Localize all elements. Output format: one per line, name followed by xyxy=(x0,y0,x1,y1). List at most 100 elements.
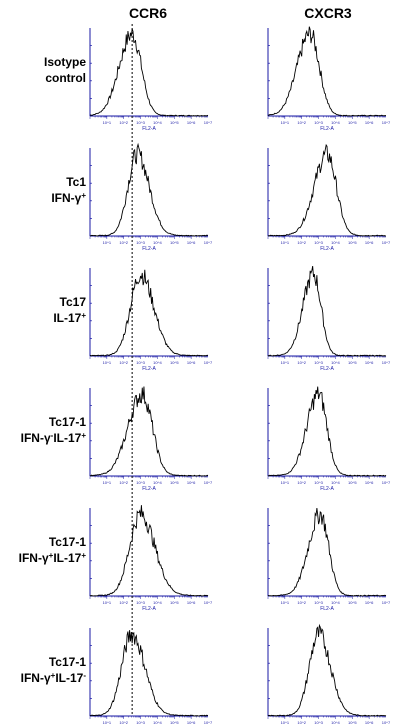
row-label-line1: Isotype xyxy=(44,55,86,69)
row-label-marker: IL-17 xyxy=(53,551,81,565)
histogram-curve xyxy=(267,26,387,117)
row-label-superscript: + xyxy=(81,311,86,320)
x-tick-label: 10^2 xyxy=(297,360,306,365)
x-tick-label: 10^6 xyxy=(365,600,374,605)
x-tick-label: 10^6 xyxy=(187,720,196,725)
histogram-curve xyxy=(89,630,209,717)
x-tick-label: 10^1 xyxy=(103,480,112,485)
histogram-curve xyxy=(267,386,387,477)
x-tick-label: 10^3 xyxy=(314,240,323,245)
histogram-curve xyxy=(267,508,387,597)
x-tick-label: 10^4 xyxy=(331,600,340,605)
x-tick-label: 10^7 xyxy=(204,120,213,125)
row-label-marker: IFN-γ xyxy=(21,431,51,445)
x-axis-label: FL2-A xyxy=(320,126,334,132)
histogram-curve xyxy=(267,143,387,237)
x-tick-label: 10^5 xyxy=(348,600,357,605)
x-tick-label: 10^2 xyxy=(119,120,128,125)
x-axis-label: FL2-A xyxy=(142,126,156,132)
x-tick-label: 10^1 xyxy=(103,360,112,365)
x-tick-label: 10^5 xyxy=(170,720,179,725)
column-title-cxcr3: CXCR3 xyxy=(304,5,352,21)
x-tick-label: 10^3 xyxy=(136,600,145,605)
x-tick-label: 10^4 xyxy=(153,360,162,365)
x-tick-label: 10^4 xyxy=(331,720,340,725)
row-label: Tc1 IFN-γ+ xyxy=(51,175,86,205)
x-tick-label: 10^1 xyxy=(281,480,290,485)
x-tick-label: 10^2 xyxy=(297,480,306,485)
x-tick-label: 10^2 xyxy=(119,480,128,485)
x-tick-label: 10^4 xyxy=(331,480,340,485)
x-tick-label: 10^3 xyxy=(136,480,145,485)
row-label-superscript: + xyxy=(81,191,86,200)
row-label-line2: IFN-γ+ xyxy=(51,191,86,206)
row-label-superscript: + xyxy=(81,551,86,560)
x-tick-label: 10^4 xyxy=(153,480,162,485)
x-axis-label: FL2-A xyxy=(320,606,334,612)
x-tick-label: 10^7 xyxy=(204,720,213,725)
x-tick-label: 10^4 xyxy=(153,600,162,605)
row-label-line2: IFN-γ+IL-17+ xyxy=(19,551,87,566)
x-tick-label: 10^7 xyxy=(204,360,213,365)
x-tick-label: 10^2 xyxy=(297,240,306,245)
x-tick-label: 10^2 xyxy=(119,720,128,725)
x-axis-label: FL2-A xyxy=(142,366,156,372)
x-tick-label: 10^5 xyxy=(170,360,179,365)
row-label: Tc17 IL-17+ xyxy=(53,295,86,325)
x-axis-label: FL2-A xyxy=(320,486,334,492)
row-label-superscript: + xyxy=(51,671,56,680)
x-tick-label: 10^4 xyxy=(153,240,162,245)
x-tick-label: 10^4 xyxy=(331,120,340,125)
row-label-marker: IL-17 xyxy=(53,311,81,325)
x-tick-label: 10^1 xyxy=(281,600,290,605)
x-tick-label: 10^7 xyxy=(382,720,391,725)
x-axis-label: FL2-A xyxy=(142,486,156,492)
row-label-line2: IFN-γ-IL-17+ xyxy=(21,431,87,446)
x-tick-label: 10^5 xyxy=(170,120,179,125)
row-label-superscript: - xyxy=(83,671,86,680)
x-tick-label: 10^1 xyxy=(281,240,290,245)
x-tick-label: 10^7 xyxy=(204,480,213,485)
x-axis-label: FL2-A xyxy=(320,246,334,252)
x-tick-label: 10^3 xyxy=(136,720,145,725)
row-label-marker: IFN-γ xyxy=(19,551,49,565)
histogram-curve xyxy=(267,266,387,357)
x-tick-label: 10^1 xyxy=(281,720,290,725)
row-label-superscript: + xyxy=(81,431,86,440)
row-label-line2: control xyxy=(45,71,86,85)
row-label-line2: IL-17+ xyxy=(53,311,86,326)
row-label: Tc17-1 IFN-γ-IL-17+ xyxy=(21,415,87,445)
x-tick-label: 10^6 xyxy=(187,120,196,125)
x-tick-label: 10^3 xyxy=(314,360,323,365)
x-tick-label: 10^6 xyxy=(365,240,374,245)
histogram-curve xyxy=(89,28,209,117)
x-tick-label: 10^1 xyxy=(103,600,112,605)
row-label: Isotype control xyxy=(44,55,86,85)
x-tick-label: 10^2 xyxy=(297,120,306,125)
row-label: Tc17-1 IFN-γ+IL-17- xyxy=(21,655,87,685)
x-axis-label: FL2-A xyxy=(142,606,156,612)
column-title-ccr6: CCR6 xyxy=(129,5,167,21)
x-tick-label: 10^6 xyxy=(187,240,196,245)
x-tick-label: 10^1 xyxy=(103,120,112,125)
x-tick-label: 10^3 xyxy=(314,600,323,605)
x-tick-label: 10^4 xyxy=(153,120,162,125)
x-tick-label: 10^6 xyxy=(187,600,196,605)
x-tick-label: 10^6 xyxy=(365,480,374,485)
x-tick-label: 10^6 xyxy=(365,720,374,725)
x-tick-label: 10^6 xyxy=(365,360,374,365)
x-tick-label: 10^3 xyxy=(136,240,145,245)
x-axis-label: FL2-A xyxy=(142,246,156,252)
x-tick-label: 10^2 xyxy=(119,600,128,605)
x-tick-label: 10^7 xyxy=(382,120,391,125)
